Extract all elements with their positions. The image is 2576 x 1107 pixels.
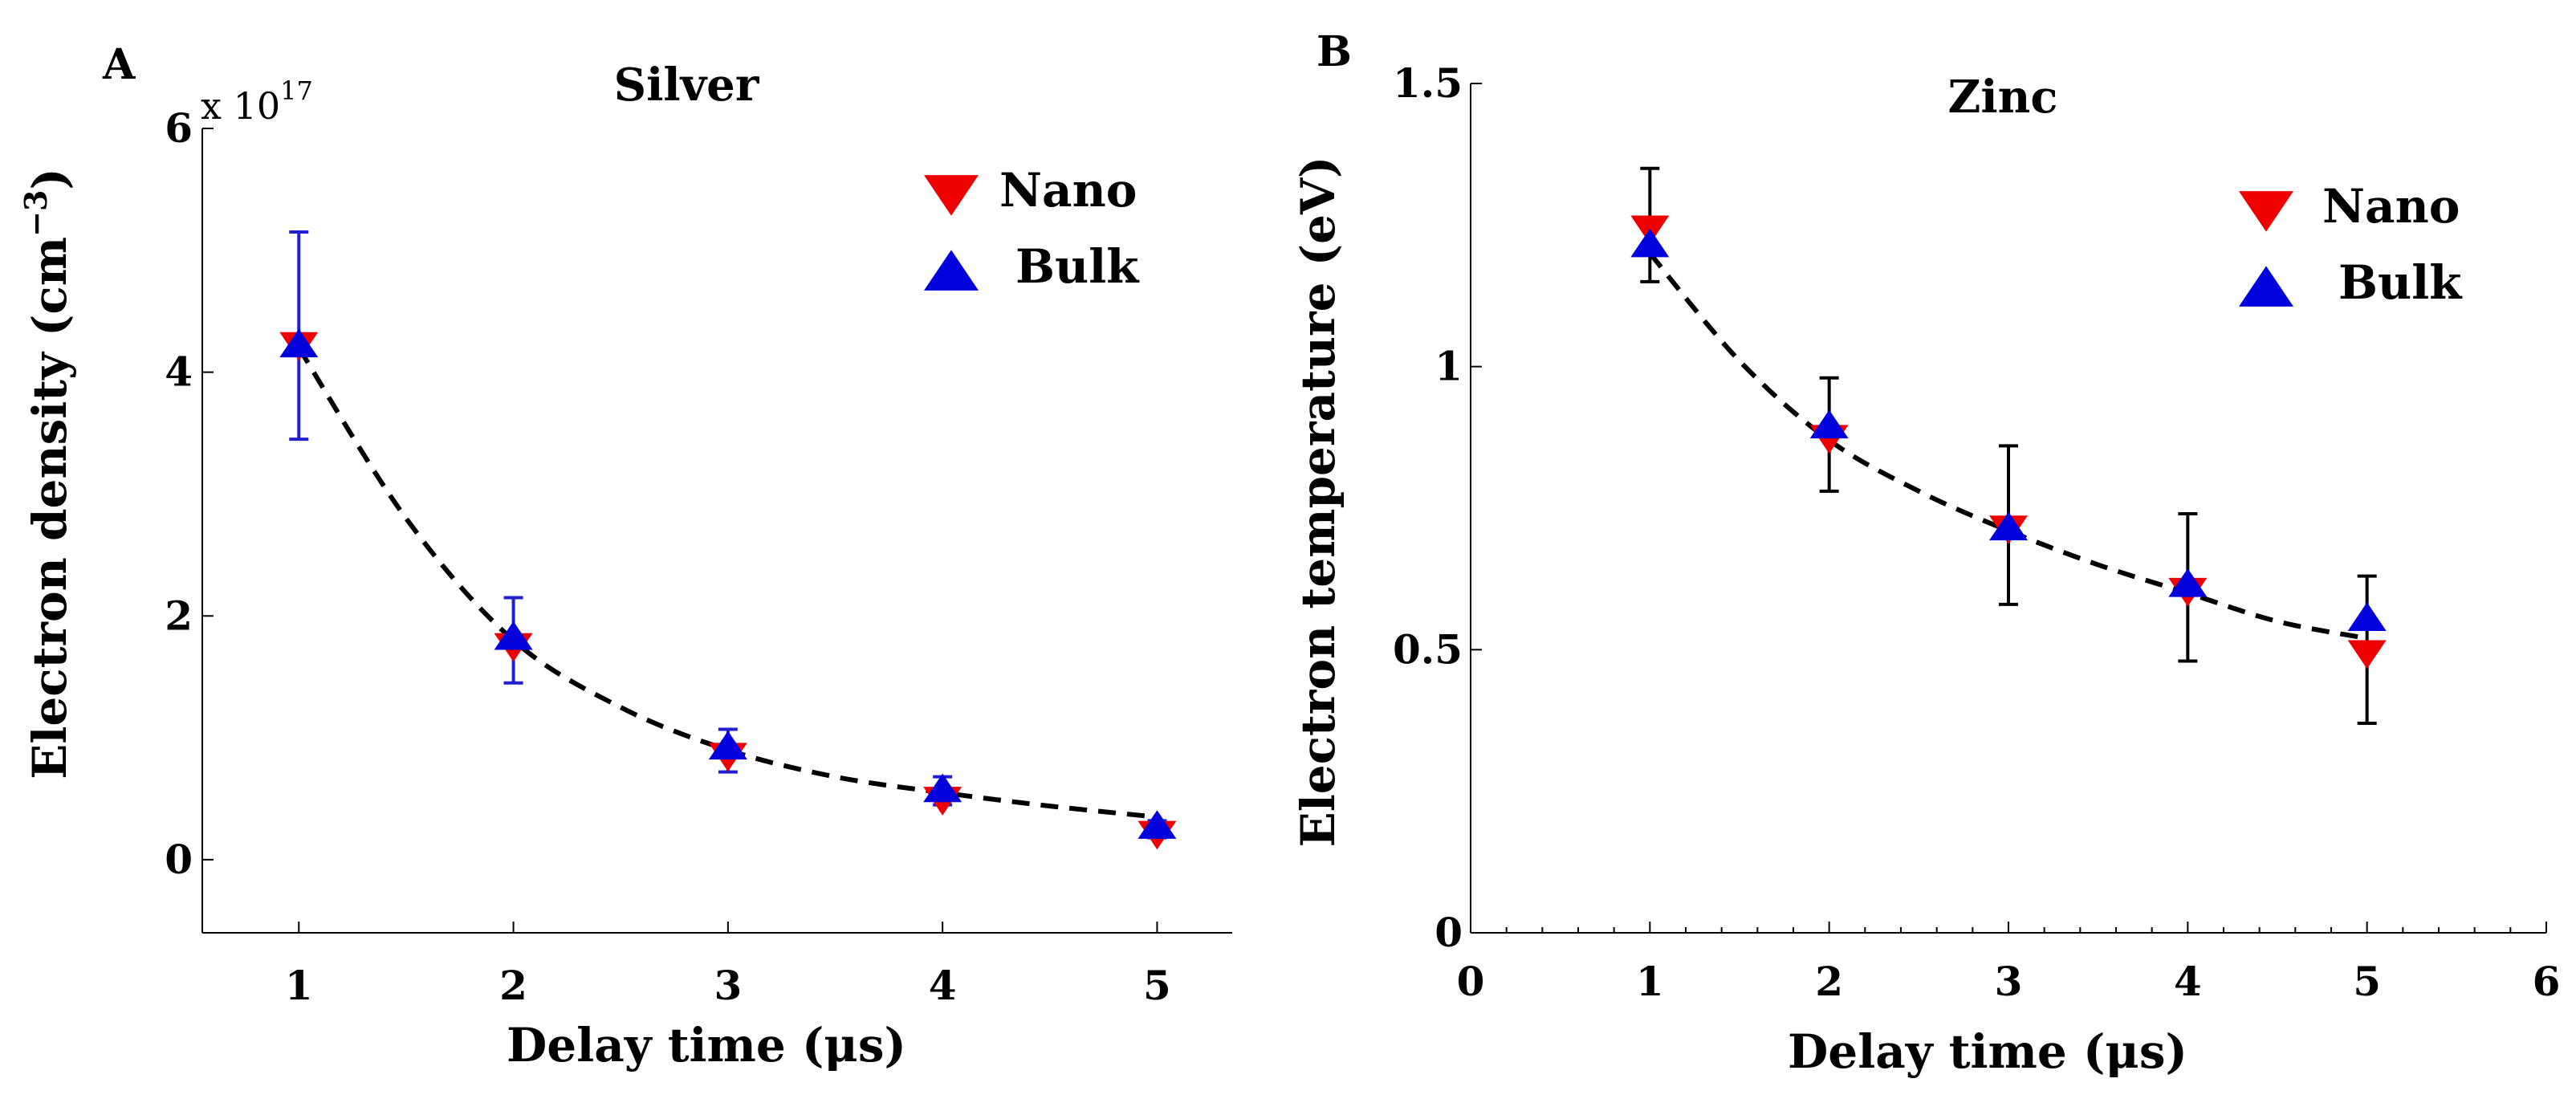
panel-a-multiplier-base: x 10 bbox=[201, 84, 280, 128]
panel-b-ylabel: Electron temperature (eV) bbox=[1291, 157, 1345, 848]
panel-a-axes: 1 2 3 4 5 0 2 4 6 bbox=[165, 104, 1232, 1009]
panel-a-ylabel: Electron density (cm−3) bbox=[18, 168, 77, 779]
panel-b-x-tick-label: 4 bbox=[2174, 958, 2202, 1005]
panel-b-title: Zinc bbox=[1948, 71, 2058, 124]
panel-b-label: B bbox=[1316, 27, 1352, 76]
panel-a-silver: A Silver x 1017 1 2 3 4 5 0 2 4 6 Delay time (μs… bbox=[18, 40, 1232, 1072]
panel-a-multiplier: x 1017 bbox=[201, 75, 313, 128]
panel-a-legend-bulk-marker bbox=[924, 250, 979, 291]
panel-b-x-tick-label: 5 bbox=[2353, 958, 2381, 1005]
panel-a-label: A bbox=[102, 40, 136, 89]
panel-a-point-bulk bbox=[494, 621, 533, 650]
panel-b-x-tick-label: 0 bbox=[1457, 958, 1485, 1005]
panel-a-x-tick-label: 4 bbox=[929, 962, 957, 1009]
panel-b-legend-nano-label: Nano bbox=[2322, 179, 2460, 234]
panel-a-ylabel-sup: −3 bbox=[18, 190, 54, 237]
panel-b-data-points bbox=[1630, 215, 2387, 669]
panel-b-legend-bulk-label: Bulk bbox=[2338, 255, 2463, 310]
panel-b-zinc: B Zinc 0 1 2 3 4 5 6 0 0.5 1 1.5 Delay time (μs) E… bbox=[1291, 27, 2560, 1079]
panel-b-point-bulk bbox=[1989, 511, 2028, 541]
panel-a-point-bulk bbox=[923, 773, 962, 803]
panel-a-fit-line bbox=[296, 346, 1158, 820]
panel-a-legend: Nano Bulk bbox=[924, 163, 1140, 294]
panel-a-point-bulk bbox=[1137, 810, 1177, 839]
panel-b-x-tick-label: 6 bbox=[2533, 958, 2561, 1005]
panel-b-y-tick-label: 1 bbox=[1435, 343, 1463, 390]
panel-a-xlabel: Delay time (μs) bbox=[507, 1018, 906, 1072]
panel-b-axes: 0 1 2 3 4 5 6 0 0.5 1 1.5 bbox=[1393, 59, 2560, 1005]
panel-a-legend-nano-label: Nano bbox=[999, 163, 1137, 218]
panel-a-x-tick-label: 1 bbox=[285, 962, 313, 1009]
panel-b-xlabel: Delay time (μs) bbox=[1788, 1024, 2187, 1079]
panel-b-point-bulk bbox=[1630, 228, 1670, 258]
panel-b-fit-curve bbox=[1648, 251, 2368, 641]
panel-b-y-tick-label: 0 bbox=[1435, 909, 1463, 956]
panel-b-x-tick-label: 3 bbox=[1995, 958, 2023, 1005]
panel-a-multiplier-exp: 17 bbox=[280, 75, 313, 106]
panel-b-point-bulk bbox=[2347, 602, 2387, 631]
panel-a-x-tick-label: 5 bbox=[1143, 962, 1171, 1009]
panel-b-point-nano bbox=[2347, 640, 2387, 669]
panel-b-x-tick-label: 2 bbox=[1815, 958, 1843, 1005]
panel-b-point-bulk bbox=[1809, 409, 1849, 439]
panel-b-legend-bulk-marker bbox=[2239, 266, 2293, 307]
panel-a-ylabel-close: ) bbox=[22, 168, 77, 189]
panel-b-y-tick-label: 1.5 bbox=[1393, 59, 1463, 107]
panel-a-x-tick-label: 3 bbox=[714, 962, 742, 1009]
panel-a-fit-curve bbox=[296, 346, 1158, 820]
panel-b-y-tick-label: 0.5 bbox=[1393, 625, 1463, 673]
panel-a-x-tick-label: 2 bbox=[499, 962, 527, 1009]
panel-a-title: Silver bbox=[614, 59, 760, 112]
panel-b-legend: Nano Bulk bbox=[2239, 179, 2463, 310]
panel-a-point-bulk bbox=[708, 731, 747, 760]
panel-a-y-tick-label: 6 bbox=[165, 104, 193, 152]
panel-a-ylabel-main: Electron density (cm bbox=[22, 237, 77, 779]
panel-a-legend-nano-marker bbox=[924, 175, 979, 216]
panel-b-fit-line bbox=[1648, 251, 2368, 641]
panel-a-data-points bbox=[279, 328, 1177, 850]
panel-a-y-tick-label: 2 bbox=[165, 592, 193, 639]
panel-a-y-tick-label: 4 bbox=[165, 348, 193, 396]
panel-a-point-bulk bbox=[279, 328, 319, 358]
panel-a-legend-bulk-label: Bulk bbox=[1015, 239, 1140, 294]
panel-b-x-tick-label: 1 bbox=[1636, 958, 1664, 1005]
panel-b-legend-nano-marker bbox=[2239, 191, 2293, 232]
panel-b-error-bars bbox=[1640, 166, 2377, 726]
panel-a-y-tick-label: 0 bbox=[165, 836, 193, 883]
panel-b-point-bulk bbox=[2168, 568, 2208, 597]
